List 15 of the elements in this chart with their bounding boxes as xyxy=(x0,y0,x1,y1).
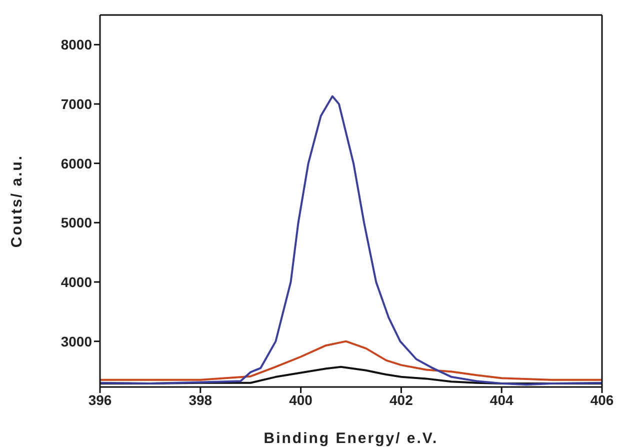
x-tick-label: 396 xyxy=(88,392,112,408)
y-tick-label: 5000 xyxy=(60,214,92,231)
y-tick-label: 8000 xyxy=(60,36,92,53)
x-tick-label: 400 xyxy=(289,392,313,408)
y-tick-label: 6000 xyxy=(60,155,92,172)
y-tick-label: 3000 xyxy=(60,333,92,350)
x-tick-label: 406 xyxy=(590,392,614,408)
x-tick-label: 398 xyxy=(188,392,212,408)
line-series xyxy=(100,340,602,381)
y-tick-label: 4000 xyxy=(60,274,92,290)
y-axis-title: Couts/ a.u. xyxy=(8,154,26,248)
x-tick-label: 404 xyxy=(490,392,514,408)
x-tick-label: 402 xyxy=(390,392,414,408)
y-tick-label: 7000 xyxy=(60,96,92,112)
x-axis-title: Binding Energy/ e.V. xyxy=(264,430,438,447)
